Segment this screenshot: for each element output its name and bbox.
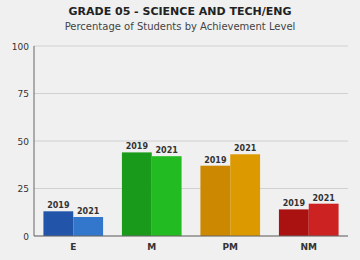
year-label: 2019 <box>283 199 306 208</box>
y-axis-line <box>34 46 35 236</box>
bar <box>279 209 309 236</box>
title: GRADE 05 - SCIENCE AND TECH/ENG <box>69 5 292 18</box>
year-label: 2019 <box>126 142 149 151</box>
grid-line <box>34 188 348 189</box>
year-label: 2021 <box>313 194 336 203</box>
y-tick-label: 100 <box>12 42 29 52</box>
x-axis: E M PM NM <box>70 242 317 252</box>
chart: GRADE 05 - SCIENCE AND TECH/ENG Percentag… <box>0 0 360 260</box>
year-label: 2019 <box>204 156 227 165</box>
x-tick-label: E <box>70 242 76 252</box>
x-tick-label: NM <box>301 242 318 252</box>
bars <box>43 152 338 236</box>
grid-line <box>34 236 348 237</box>
year-label: 2021 <box>156 146 179 155</box>
x-tick-label: PM <box>222 242 238 252</box>
bar-year-labels: 2019 2019 2019 2019 2021 2021 2021 2021 <box>47 142 335 216</box>
x-tick-label: M <box>147 242 156 252</box>
bar <box>309 204 339 236</box>
y-tick-label: 75 <box>18 89 29 99</box>
bar <box>73 217 103 236</box>
bar <box>43 211 73 236</box>
y-tick-label: 50 <box>18 137 30 147</box>
y-axis: 0 25 50 75 100 <box>12 42 348 242</box>
bar <box>200 166 230 236</box>
year-label: 2019 <box>47 201 70 210</box>
year-label: 2021 <box>77 207 100 216</box>
grid-line <box>34 46 348 47</box>
x-axis-line <box>34 236 348 237</box>
bar <box>230 154 260 236</box>
year-label: 2021 <box>234 144 257 153</box>
chart-container: GRADE 05 - SCIENCE AND TECH/ENG Percentag… <box>0 0 360 260</box>
y-tick-label: 25 <box>18 184 29 194</box>
bar <box>152 156 182 236</box>
grid-line <box>34 141 348 142</box>
subtitle: Percentage of Students by Achievement Le… <box>65 21 296 32</box>
bar <box>122 152 152 236</box>
y-tick-label: 0 <box>23 232 29 242</box>
grid-line <box>34 93 348 94</box>
